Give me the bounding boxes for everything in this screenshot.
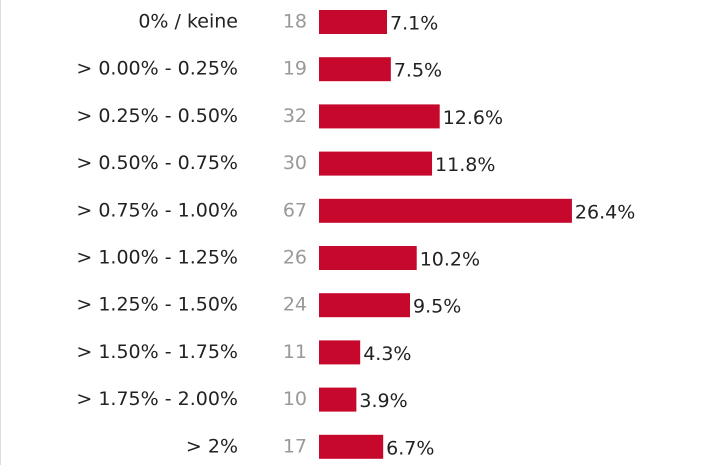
value-label: 9.5%: [413, 296, 461, 318]
category-label: > 1.00% - 1.25%: [76, 247, 238, 269]
count-label: 67: [283, 199, 307, 221]
category-label: > 0.25% - 0.50%: [76, 105, 238, 127]
bar: [319, 387, 357, 412]
value-label: 10.2%: [420, 249, 480, 271]
value-label: 11.8%: [435, 154, 495, 176]
count-label: 24: [283, 294, 307, 316]
count-label: 10: [283, 388, 307, 410]
bar: [319, 151, 433, 176]
bar: [319, 104, 440, 129]
category-label: > 0.50% - 0.75%: [76, 152, 238, 174]
count-label: 18: [283, 11, 307, 33]
bar: [319, 293, 411, 318]
value-label: 6.7%: [386, 437, 434, 459]
category-label: > 2%: [186, 435, 238, 457]
count-label: 11: [283, 341, 307, 363]
value-label: 7.5%: [394, 60, 442, 82]
count-label: 19: [283, 58, 307, 80]
value-label: 3.9%: [359, 390, 407, 412]
count-label: 30: [283, 152, 307, 174]
count-label: 26: [283, 247, 307, 269]
bar: [319, 246, 417, 270]
value-label: 7.1%: [390, 13, 438, 35]
category-label: > 0.75% - 1.00%: [76, 199, 238, 221]
bar: [319, 10, 388, 34]
bar: [319, 198, 572, 223]
bar: [319, 434, 384, 459]
bar: [319, 57, 391, 82]
category-label: > 1.50% - 1.75%: [76, 341, 238, 363]
category-label: > 1.75% - 2.00%: [76, 388, 238, 410]
value-label: 4.3%: [363, 343, 411, 365]
category-label: > 1.25% - 1.50%: [76, 294, 238, 316]
category-label: > 0.00% - 0.25%: [76, 58, 238, 80]
category-label: 0% / keine: [138, 11, 238, 33]
count-label: 17: [283, 435, 307, 457]
value-label: 12.6%: [443, 107, 503, 129]
value-label: 26.4%: [575, 201, 635, 223]
bar: [319, 340, 361, 365]
count-label: 32: [283, 105, 307, 127]
